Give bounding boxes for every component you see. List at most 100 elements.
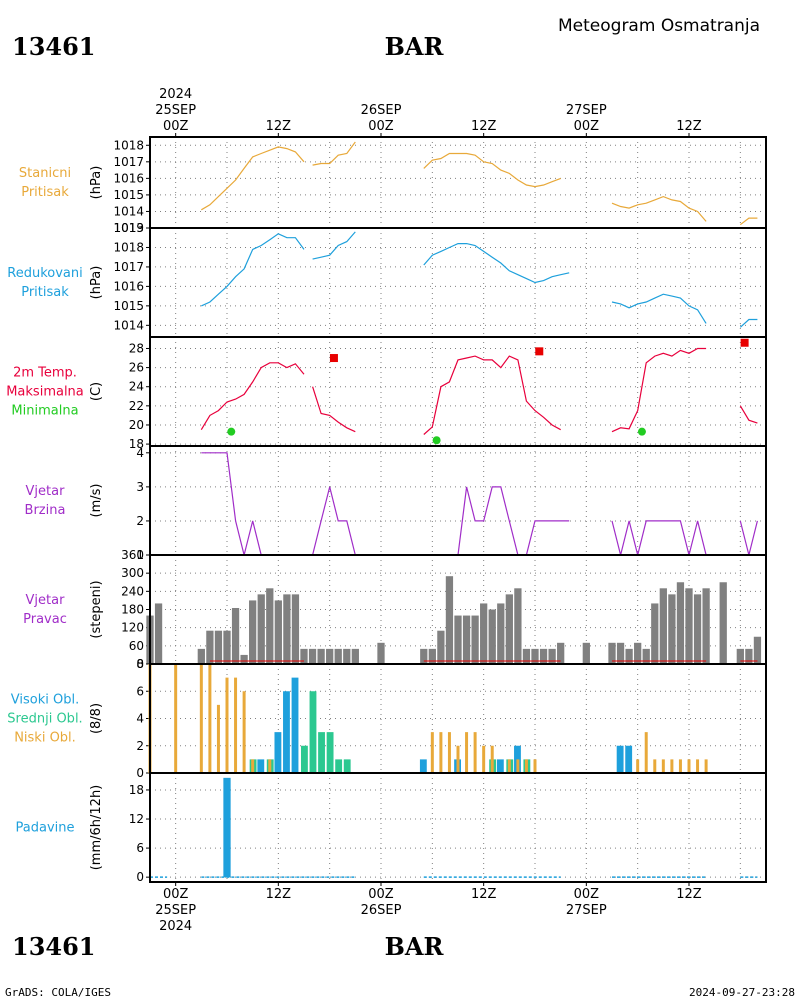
cloud-bar xyxy=(687,759,691,773)
y-tick-label: 1015 xyxy=(113,299,144,313)
bar xyxy=(462,615,471,664)
bar xyxy=(437,630,445,664)
bar xyxy=(539,648,548,664)
bar xyxy=(300,648,308,664)
top-time-label: 2024 xyxy=(159,87,192,102)
series-line xyxy=(312,486,356,556)
cloud-bar xyxy=(251,759,255,773)
tmax-marker xyxy=(740,338,749,347)
panel-label: Vjetar xyxy=(26,484,66,499)
top-time-label: 26SEP xyxy=(361,103,402,118)
bar xyxy=(608,642,616,664)
y-tick-label: 4 xyxy=(136,446,144,460)
bar xyxy=(274,600,282,664)
cloud-bar xyxy=(199,664,203,773)
panel-unit: (mm/6h/12h) xyxy=(89,785,104,871)
cloud-bar xyxy=(447,732,451,773)
panel-label: Stanicni xyxy=(19,166,71,181)
y-tick-label: 20 xyxy=(129,418,144,432)
series-line xyxy=(739,405,758,424)
y-tick-label: 26 xyxy=(129,361,144,375)
y-tick-label: 60 xyxy=(129,639,144,653)
panel-unit: (stepeni) xyxy=(89,580,104,638)
panel-label: Pritisak xyxy=(21,185,69,200)
panel-label: 2m Temp. xyxy=(13,366,77,381)
panel-label: Brzina xyxy=(25,503,66,518)
cloud-bar xyxy=(208,664,212,773)
cloud-bar xyxy=(661,759,665,773)
panel-frame xyxy=(149,136,767,229)
cloud-bar xyxy=(234,677,238,773)
panel-pressure: 1013 1014 1015 1016 1017 1018 Stanicni Pritisak… xyxy=(19,136,767,235)
cloud-bar xyxy=(268,759,272,773)
panel-clouds: 0 2 4 6 8 Visoki Obl. Srednji Obl. Niski Obl. (8… xyxy=(7,657,767,780)
y-tick-label: 4 xyxy=(136,712,144,726)
tmin-marker xyxy=(227,427,236,436)
cloud-bar xyxy=(335,759,343,773)
panel-label: Niski Obl. xyxy=(14,731,76,746)
bottom-time-label: 2024 xyxy=(159,919,192,934)
series-line xyxy=(611,347,707,433)
series-line xyxy=(200,362,305,431)
bar xyxy=(557,642,565,664)
bar xyxy=(531,648,539,664)
panel-reduced_pressure: 1014 1015 1016 1017 1018 1019 Redukovani Pritis… xyxy=(7,221,767,338)
top-time-label: 00Z xyxy=(368,119,394,134)
station-id-top: 13461 xyxy=(12,32,96,61)
y-tick-label: 12 xyxy=(129,812,144,826)
bar xyxy=(257,594,265,664)
bar xyxy=(231,607,240,664)
series-line xyxy=(611,520,707,556)
bar xyxy=(420,648,428,664)
y-tick-label: 0 xyxy=(136,657,144,671)
cloud-bar xyxy=(524,759,528,773)
y-tick-label: 2 xyxy=(136,739,144,753)
bar xyxy=(249,600,257,664)
top-time-label: 25SEP xyxy=(155,103,196,118)
bottom-time-label: 00Z xyxy=(574,887,600,902)
chart-title: Meteogram Osmatranja xyxy=(558,16,760,36)
cloud-bar xyxy=(301,745,308,773)
cloud-bar xyxy=(533,759,537,773)
panel-unit: (8/8) xyxy=(89,703,104,734)
cloud-bar xyxy=(496,759,504,773)
cloud-bar xyxy=(274,732,282,773)
footer-credit: GrADS: COLA/IGES xyxy=(5,986,111,999)
bar xyxy=(505,594,513,664)
series-line xyxy=(201,452,304,556)
bar xyxy=(240,654,248,664)
top-time-label: 12Z xyxy=(266,119,292,134)
bar xyxy=(334,648,342,664)
bar xyxy=(266,588,274,664)
cloud-bar xyxy=(430,732,434,773)
y-tick-label: 180 xyxy=(121,603,144,617)
bar xyxy=(326,648,334,664)
bar xyxy=(428,648,436,664)
panel-label: Vjetar xyxy=(26,593,66,608)
bar xyxy=(659,588,667,664)
panel-wind_direction: 0 60 120 180 240 300 360 Vjetar Pravac (stepeni) xyxy=(23,548,767,671)
y-tick-label: 120 xyxy=(121,621,144,635)
cloud-bar xyxy=(318,732,325,773)
cloud-bar xyxy=(309,691,317,773)
series-line xyxy=(312,386,356,433)
bottom-time-label: 12Z xyxy=(471,887,497,902)
bar xyxy=(317,648,325,664)
bar xyxy=(685,588,693,664)
cloud-bar xyxy=(174,664,178,773)
bottom-time-label: 00Z xyxy=(163,887,189,902)
panel-frame xyxy=(149,445,767,556)
footer-timestamp: 2024-09-27-23:28 xyxy=(689,986,795,999)
panel-label: Visoki Obl. xyxy=(11,693,79,708)
y-tick-label: 1014 xyxy=(113,318,144,332)
panel-precipitation: 0 6 12 18 Padavine (mm/6h/12h) xyxy=(16,772,767,884)
cloud-bar xyxy=(704,759,708,773)
panel-temperature: 18 20 22 24 26 28 2m Temp. Maksimalna Minimalna (… xyxy=(6,336,767,451)
series-line xyxy=(200,146,305,211)
y-tick-label: 6 xyxy=(136,684,144,698)
y-tick-label: 300 xyxy=(121,566,144,580)
y-tick-label: 1018 xyxy=(113,240,144,254)
panel-label: Srednji Obl. xyxy=(7,712,82,727)
cloud-bar xyxy=(482,745,486,773)
